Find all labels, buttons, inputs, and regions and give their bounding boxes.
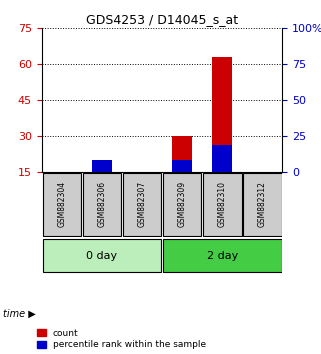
- FancyBboxPatch shape: [163, 239, 282, 272]
- Text: GSM882307: GSM882307: [137, 181, 147, 228]
- Legend: count, percentile rank within the sample: count, percentile rank within the sample: [37, 329, 206, 349]
- Text: 0 day: 0 day: [86, 251, 117, 261]
- Bar: [92, 160, 112, 172]
- FancyBboxPatch shape: [83, 173, 121, 236]
- Text: GSM882306: GSM882306: [97, 181, 107, 228]
- FancyBboxPatch shape: [42, 173, 81, 236]
- FancyBboxPatch shape: [42, 239, 161, 272]
- Text: 2 day: 2 day: [207, 251, 238, 261]
- Bar: [212, 57, 232, 172]
- Text: GSM882304: GSM882304: [57, 181, 66, 228]
- FancyBboxPatch shape: [123, 173, 161, 236]
- FancyBboxPatch shape: [163, 173, 202, 236]
- FancyBboxPatch shape: [243, 173, 282, 236]
- FancyBboxPatch shape: [203, 173, 242, 236]
- Text: time ▶: time ▶: [3, 308, 36, 318]
- Bar: [92, 160, 112, 172]
- Bar: [172, 160, 192, 172]
- Title: GDS4253 / D14045_s_at: GDS4253 / D14045_s_at: [86, 13, 238, 26]
- Bar: [172, 136, 192, 172]
- Text: GSM882310: GSM882310: [218, 181, 227, 227]
- Text: GSM882312: GSM882312: [258, 182, 267, 227]
- Text: GSM882309: GSM882309: [178, 181, 187, 228]
- Bar: [212, 145, 232, 172]
